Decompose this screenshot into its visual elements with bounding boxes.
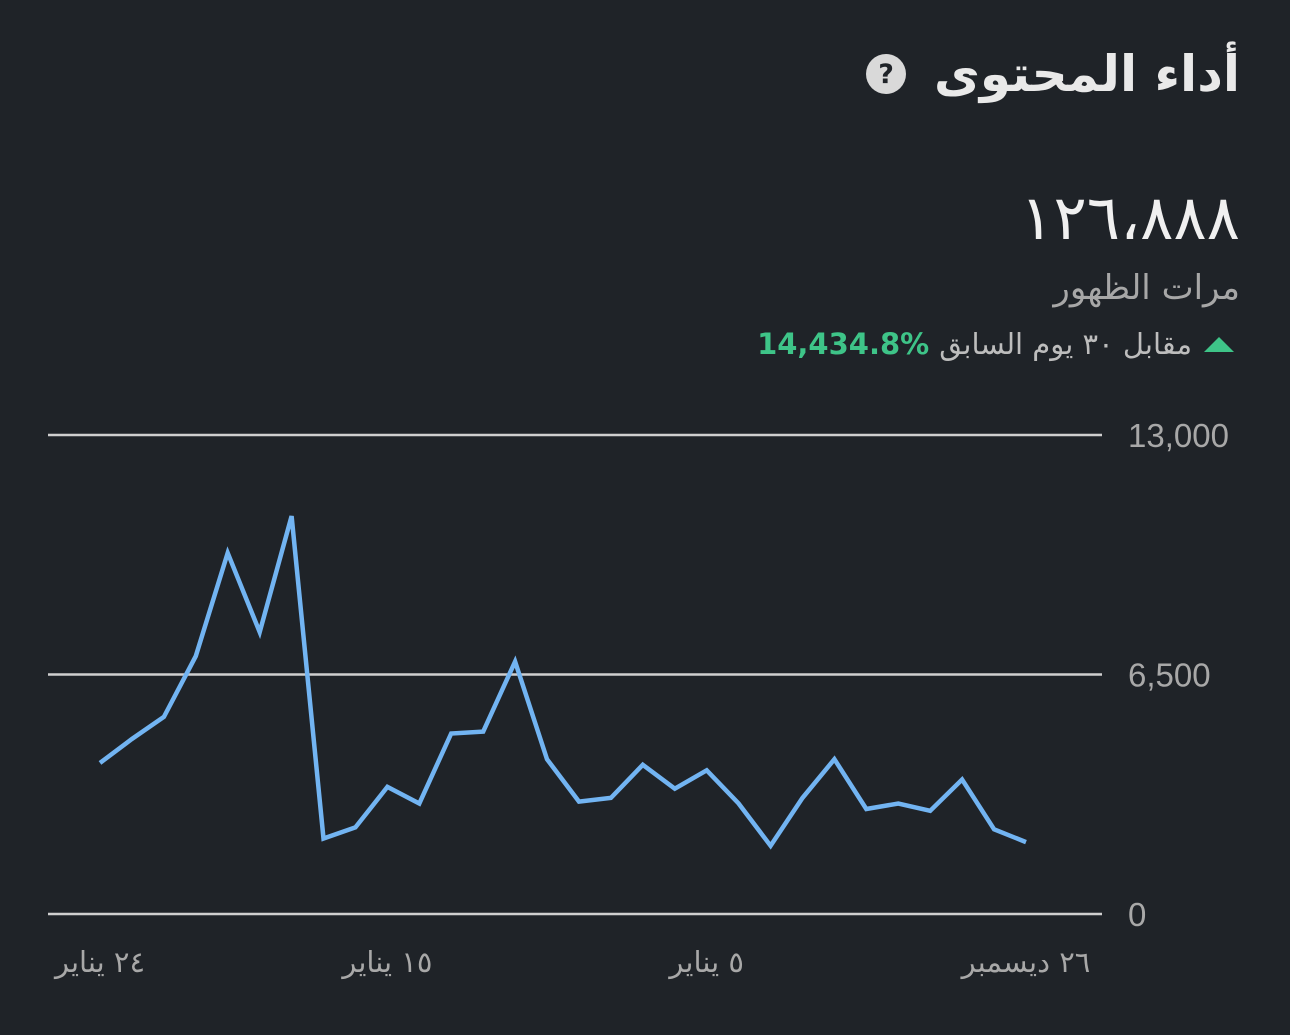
data-point[interactable]	[605, 792, 617, 804]
arrow-up-icon	[1204, 336, 1234, 352]
data-point[interactable]	[956, 774, 968, 786]
data-point[interactable]	[158, 711, 170, 723]
data-point[interactable]	[797, 792, 809, 804]
data-point[interactable]	[541, 753, 553, 765]
metric-value: ١٢٦،٨٨٨	[1020, 181, 1240, 254]
question-circle-icon[interactable]: ?	[866, 54, 907, 94]
data-point[interactable]	[381, 781, 393, 793]
data-point[interactable]	[413, 798, 425, 810]
data-point[interactable]	[254, 626, 266, 638]
y-tick-label: 0	[1128, 896, 1146, 933]
data-point[interactable]	[924, 805, 936, 817]
x-tick-label: ٢٦ ديسمبر	[960, 945, 1091, 979]
comparison-text: مقابل ٣٠ يوم السابق	[939, 327, 1192, 361]
data-point[interactable]	[445, 728, 457, 740]
data-point[interactable]	[318, 833, 330, 845]
data-point[interactable]	[988, 823, 1000, 835]
change-indicator: مقابل ٣٠ يوم السابق 14,434.8%	[757, 322, 1234, 366]
y-tick-label: 13,000	[1128, 417, 1229, 454]
change-value: 14,434.8%	[757, 327, 930, 361]
data-point[interactable]	[573, 796, 585, 808]
chart-header: أداء المحتوى ?	[866, 40, 1240, 108]
data-point[interactable]	[190, 650, 202, 662]
data-point[interactable]	[669, 783, 681, 795]
data-point[interactable]	[828, 753, 840, 765]
data-point[interactable]	[733, 798, 745, 810]
data-point[interactable]	[1020, 836, 1032, 848]
data-point[interactable]	[860, 803, 872, 815]
data-point[interactable]	[349, 821, 361, 833]
data-point[interactable]	[126, 733, 138, 745]
x-tick-label: ١٥ يناير	[340, 945, 432, 979]
data-point[interactable]	[637, 759, 649, 771]
data-point[interactable]	[94, 757, 106, 769]
data-point[interactable]	[477, 726, 489, 738]
data-point[interactable]	[509, 656, 521, 668]
page-title: أداء المحتوى	[934, 45, 1240, 103]
x-tick-label: ٢٤ يناير	[53, 945, 145, 979]
series-line	[98, 515, 1027, 850]
x-tick-label: ٥ يناير	[667, 945, 744, 979]
data-point[interactable]	[222, 547, 234, 559]
metric-label: مرات الظهور	[1053, 268, 1240, 308]
data-point[interactable]	[765, 840, 777, 852]
data-point[interactable]	[286, 510, 298, 522]
y-tick-label: 6,500	[1128, 657, 1211, 694]
data-point[interactable]	[892, 798, 904, 810]
data-point[interactable]	[701, 764, 713, 776]
